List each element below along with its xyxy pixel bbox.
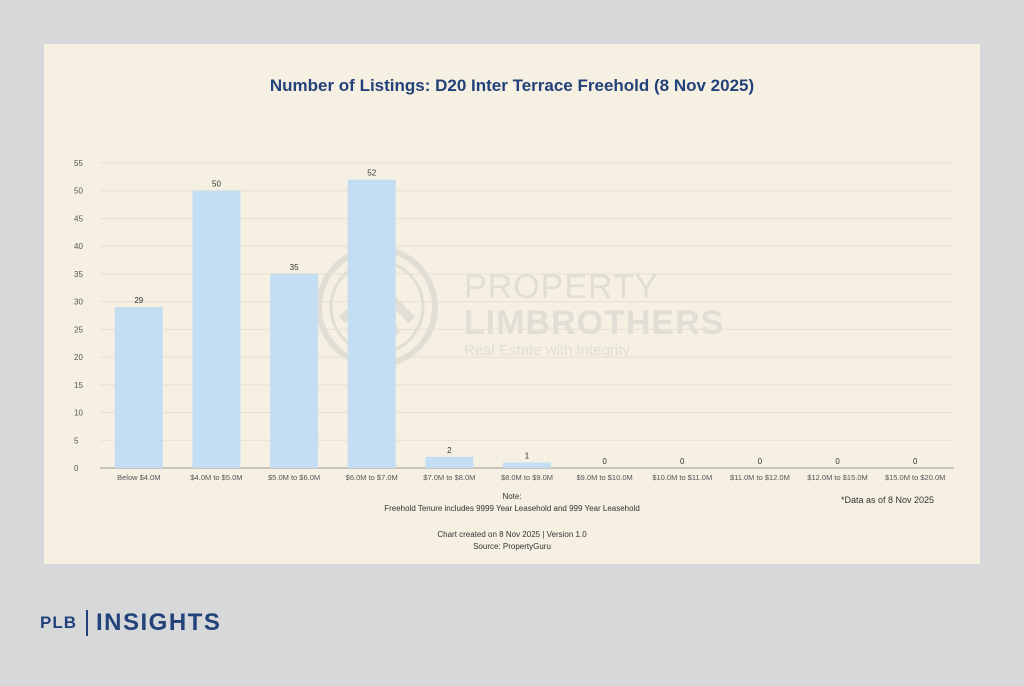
- y-tick-label: 25: [74, 325, 83, 334]
- watermark-tagline: Real Estate with Integrity: [464, 342, 630, 359]
- data-label: 0: [758, 457, 763, 466]
- brand-divider: [86, 610, 88, 636]
- bar: [114, 307, 163, 468]
- note-source: Source: PropertyGuru: [473, 542, 551, 551]
- y-tick-label: 5: [74, 436, 79, 445]
- x-tick-label: Below $4.0M: [117, 473, 160, 482]
- data-label: 52: [367, 169, 376, 178]
- chart-title: Number of Listings: D20 Inter Terrace Fr…: [269, 76, 755, 95]
- bar: [425, 456, 474, 468]
- brand-insights: INSIGHTS: [96, 609, 222, 636]
- y-tick-label: 55: [74, 159, 83, 168]
- data-label: 1: [525, 451, 530, 460]
- data-label: 29: [134, 296, 143, 305]
- bar: [347, 179, 396, 469]
- brand-plb: PLB: [40, 613, 77, 632]
- watermark-line2: LIMBROTHERS: [464, 304, 725, 342]
- x-tick-label: $8.0M to $9.0M: [501, 473, 553, 482]
- y-tick-label: 35: [74, 270, 83, 279]
- y-tick-label: 45: [74, 214, 83, 223]
- x-tick-label: $5.0M to $6.0M: [268, 473, 320, 482]
- bar: [192, 190, 241, 468]
- x-tick-label: $11.0M to $12.0M: [730, 473, 790, 482]
- x-tick-label: $7.0M to $8.0M: [423, 473, 475, 482]
- y-tick-label: 50: [74, 187, 83, 196]
- x-tick-label: $4.0M to $5.0M: [190, 473, 242, 482]
- data-label: 0: [602, 457, 607, 466]
- data-label: 0: [913, 457, 918, 466]
- x-tick-label: $15.0M to $20.0M: [885, 473, 945, 482]
- data-label: 50: [212, 180, 221, 189]
- y-tick-label: 20: [74, 353, 83, 362]
- data-label: 2: [447, 446, 452, 455]
- y-tick-label: 40: [74, 242, 83, 251]
- note-tenure: Freehold Tenure includes 9999 Year Lease…: [384, 504, 640, 513]
- brand-footer: PLB INSIGHTS: [40, 608, 221, 638]
- x-tick-label: $12.0M to $15.0M: [807, 473, 867, 482]
- y-tick-label: 15: [74, 381, 83, 390]
- data-label: 35: [290, 263, 299, 272]
- y-tick-label: 10: [74, 409, 83, 418]
- chart-panel: Number of Listings: D20 Inter Terrace Fr…: [44, 44, 980, 564]
- data-label: 0: [680, 457, 685, 466]
- y-tick-label: 30: [74, 298, 83, 307]
- x-tick-label: $9.0M to $10.0M: [576, 473, 632, 482]
- note-heading: Note:: [502, 492, 522, 501]
- data-label: 0: [835, 457, 840, 466]
- x-tick-label: $10.0M to $11.0M: [652, 473, 712, 482]
- y-tick-label: 0: [74, 464, 79, 473]
- data-as-of-note: *Data as of 8 Nov 2025: [841, 495, 935, 505]
- bar: [270, 273, 319, 468]
- bar: [503, 462, 551, 468]
- x-tick-label: $6.0M to $7.0M: [346, 473, 398, 482]
- note-created: Chart created on 8 Nov 2025 | Version 1.…: [437, 530, 587, 539]
